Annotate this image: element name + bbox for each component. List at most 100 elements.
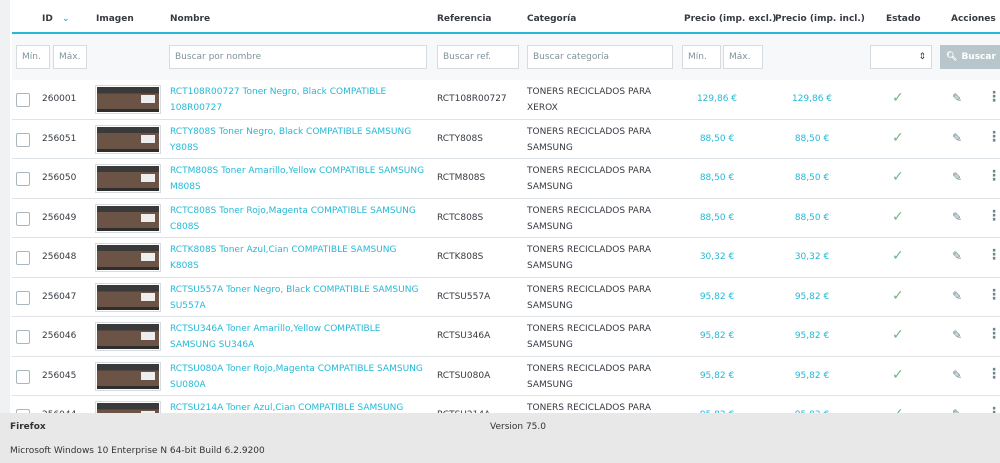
check-icon[interactable]: ✓	[892, 287, 904, 304]
table-row: 256049 RCTC808S Toner Rojo,Magenta COMPA…	[12, 199, 1000, 238]
pencil-icon[interactable]: ✎	[952, 328, 963, 342]
more-vertical-icon[interactable]: ⋮	[987, 326, 1000, 342]
column-id[interactable]: ID ⌄	[42, 14, 70, 24]
pencil-icon[interactable]: ✎	[952, 209, 963, 224]
price-incl[interactable]: 88,50 €	[794, 173, 830, 183]
more-vertical-icon[interactable]: ⋮	[987, 207, 1000, 224]
browser-name: Firefox	[10, 422, 46, 432]
table-row: 260001 RCT108R00727 Toner Negro, Black C…	[12, 80, 1000, 120]
check-icon[interactable]: ✓	[892, 90, 904, 106]
price-min-input[interactable]	[682, 45, 721, 69]
row-checkbox[interactable]	[16, 172, 30, 186]
check-icon[interactable]: ✓	[892, 169, 904, 185]
check-icon[interactable]: ✓	[892, 248, 904, 264]
more-vertical-icon[interactable]: ⋮	[987, 89, 1000, 105]
product-category: TONERS RECICLADOS PARA SAMSUNG	[527, 284, 652, 311]
column-category[interactable]: Categoría	[527, 14, 577, 24]
product-reference: RCTC808S	[437, 212, 484, 223]
category-search-input[interactable]	[527, 45, 673, 69]
price-incl[interactable]: 95,82 €	[794, 291, 830, 302]
more-vertical-icon[interactable]: ⋮	[987, 247, 1000, 263]
pencil-icon[interactable]: ✎	[952, 130, 963, 145]
column-price-incl[interactable]: Precio (imp. incl.)	[775, 14, 865, 24]
check-icon[interactable]: ✓	[892, 327, 904, 343]
pencil-icon[interactable]: ✎	[952, 288, 963, 303]
product-name-link[interactable]: RCTSU557A Toner Negro, Black COMPATIBLE …	[170, 284, 419, 311]
more-vertical-icon[interactable]: ⋮	[987, 365, 1000, 382]
table-header: ID ⌄ Imagen Nombre Referencia Categoría …	[12, 0, 1000, 34]
price-max-input[interactable]	[723, 45, 763, 69]
check-icon[interactable]: ✓	[892, 208, 904, 225]
product-category: TONERS RECICLADOS PARA SAMSUNG	[527, 363, 652, 390]
more-vertical-icon[interactable]: ⋮	[987, 286, 1000, 303]
left-gutter	[0, 0, 10, 413]
id-min-input[interactable]	[16, 45, 50, 69]
row-checkbox[interactable]	[16, 132, 30, 147]
product-thumbnail	[95, 322, 161, 351]
check-icon[interactable]: ✓	[892, 129, 904, 146]
price-incl[interactable]: 88,50 €	[794, 212, 830, 223]
column-status[interactable]: Estado	[886, 14, 921, 24]
status-select[interactable]: ⇕	[870, 45, 932, 69]
name-search-input[interactable]	[169, 45, 427, 69]
pencil-icon[interactable]: ✎	[952, 170, 963, 184]
product-id: 256051	[42, 133, 77, 144]
price-excl[interactable]: 88,50 €	[699, 133, 735, 144]
product-name-link[interactable]: RCTSU346A Toner Amarillo,Yellow COMPATIB…	[170, 324, 381, 350]
pencil-icon[interactable]: ✎	[952, 91, 963, 105]
id-max-input[interactable]	[53, 45, 87, 69]
product-name-link[interactable]: RCTM808S Toner Amarillo,Yellow COMPATIBL…	[170, 166, 425, 192]
price-excl[interactable]: 95,82 €	[699, 331, 735, 341]
price-excl[interactable]: 95,82 €	[699, 291, 735, 302]
product-name-link[interactable]: RCTY808S Toner Negro, Black COMPATIBLE S…	[170, 126, 412, 153]
product-id: 256045	[42, 370, 77, 381]
product-name-link[interactable]: RCTK808S Toner Azul,Cian COMPATIBLE SAMS…	[170, 245, 397, 271]
product-name-link[interactable]: RCTSU080A Toner Rojo,Magenta COMPATIBLE …	[170, 363, 423, 390]
product-reference: RCTK808S	[437, 252, 484, 262]
more-vertical-icon[interactable]: ⋮	[987, 128, 1000, 145]
price-incl[interactable]: 88,50 €	[794, 133, 830, 144]
column-name[interactable]: Nombre	[170, 14, 211, 24]
row-checkbox[interactable]	[16, 211, 30, 226]
row-checkbox[interactable]	[16, 251, 30, 265]
product-name-link[interactable]: RCT108R00727 Toner Negro, Black COMPATIB…	[170, 87, 387, 113]
product-reference: RCTY808S	[437, 133, 483, 144]
price-excl[interactable]: 95,82 €	[699, 370, 735, 381]
table-row: 256046 RCTSU346A Toner Amarillo,Yellow C…	[12, 317, 1000, 357]
system-info-bar: Firefox Version 75.0 Microsoft Windows 1…	[0, 413, 1000, 463]
product-id: 256050	[42, 173, 77, 183]
table-row: 256050 RCTM808S Toner Amarillo,Yellow CO…	[12, 159, 1000, 199]
product-id: 256048	[42, 252, 77, 262]
product-reference: RCTSU080A	[437, 370, 491, 381]
price-excl[interactable]: 129,86 €	[696, 94, 738, 104]
price-excl[interactable]: 88,50 €	[699, 212, 735, 223]
product-thumbnail	[95, 124, 161, 154]
product-thumbnail	[95, 203, 161, 233]
price-incl[interactable]: 95,82 €	[794, 370, 830, 381]
column-reference[interactable]: Referencia	[437, 14, 492, 24]
more-vertical-icon[interactable]: ⋮	[987, 168, 1000, 184]
price-excl[interactable]: 30,32 €	[699, 252, 735, 262]
row-checkbox[interactable]	[16, 93, 30, 107]
pencil-icon[interactable]: ✎	[952, 367, 963, 382]
column-actions: Acciones	[951, 14, 996, 24]
table-body: 260001 RCT108R00727 Toner Negro, Black C…	[12, 80, 1000, 436]
price-incl[interactable]: 95,82 €	[794, 331, 830, 341]
product-reference: RCTM808S	[437, 173, 486, 183]
filter-row: ⇕ 🔍︎Buscar	[12, 34, 1000, 80]
row-checkbox[interactable]	[16, 330, 30, 344]
price-incl[interactable]: 30,32 €	[794, 252, 830, 262]
table-row: 256045 RCTSU080A Toner Rojo,Magenta COMP…	[12, 357, 1000, 396]
row-checkbox[interactable]	[16, 290, 30, 305]
row-checkbox[interactable]	[16, 369, 30, 384]
column-image: Imagen	[96, 14, 134, 24]
column-price-excl[interactable]: Precio (imp. excl.)	[684, 14, 777, 24]
search-button[interactable]: 🔍︎ Buscar	[940, 45, 1000, 69]
chevron-down-icon[interactable]: ⌄	[61, 14, 70, 24]
price-incl[interactable]: 129,86 €	[791, 94, 833, 104]
reference-search-input[interactable]	[437, 45, 519, 69]
pencil-icon[interactable]: ✎	[952, 249, 963, 263]
price-excl[interactable]: 88,50 €	[699, 173, 735, 183]
check-icon[interactable]: ✓	[892, 366, 904, 383]
product-name-link[interactable]: RCTC808S Toner Rojo,Magenta COMPATIBLE S…	[170, 205, 416, 232]
